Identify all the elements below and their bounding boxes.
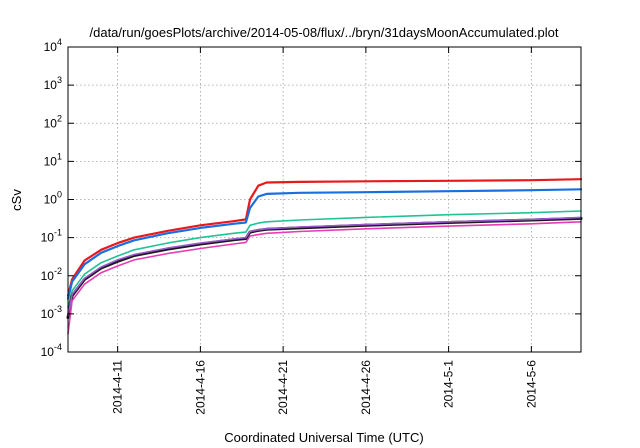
chart-title: /data/run/goesPlots/archive/2014-05-08/f… [90, 25, 559, 40]
y-tick-label: 103 [44, 75, 62, 92]
grid-layer [68, 47, 581, 352]
x-tick-label: 2014-5-1 [442, 360, 456, 408]
series-line-3 [67, 210, 582, 309]
x-tick-label: 2014-4-16 [193, 360, 207, 415]
x-tick-label: 2014-4-11 [111, 360, 125, 414]
y-tick-label: 102 [44, 113, 62, 130]
series-line-4 [66, 216, 583, 320]
series-line-6 [67, 221, 582, 335]
y-tick-label: 10-4 [41, 342, 62, 359]
x-axis-label: Coordinated Universal Time (UTC) [224, 430, 423, 445]
y-tick-label: 10-1 [41, 228, 62, 245]
x-tick-label: 2014-4-26 [359, 360, 373, 415]
series-line-5 [67, 216, 582, 317]
x-tick-label: 2014-4-21 [276, 360, 290, 415]
y-tick-label: 104 [44, 37, 62, 54]
y-axis-label: cSv [9, 189, 24, 211]
series-layer [66, 178, 583, 335]
y-tick-label: 101 [44, 151, 62, 168]
x-tick-label: 2014-5-6 [524, 360, 538, 408]
series-line-2 [66, 188, 583, 300]
series-line-1 [66, 178, 583, 297]
y-tick-label: 10-3 [41, 304, 62, 321]
tick-layer: 10-4 10-3 10-2 10-1 100 101 102 103 104 2014-4-11… [41, 37, 581, 415]
y-tick-label: 100 [44, 190, 62, 207]
y-tick-label: 10-2 [41, 266, 62, 283]
